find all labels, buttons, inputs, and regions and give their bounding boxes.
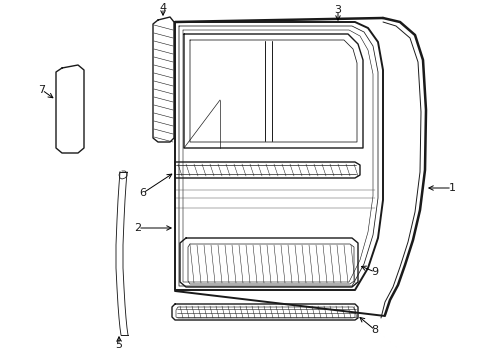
Text: 6: 6: [140, 188, 147, 198]
Text: 7: 7: [38, 85, 46, 95]
Text: 1: 1: [448, 183, 456, 193]
Text: 4: 4: [159, 3, 167, 13]
Text: 9: 9: [371, 267, 379, 277]
Text: 2: 2: [134, 223, 142, 233]
Text: 3: 3: [335, 5, 342, 15]
Text: 5: 5: [116, 340, 122, 350]
Text: 8: 8: [371, 325, 379, 335]
